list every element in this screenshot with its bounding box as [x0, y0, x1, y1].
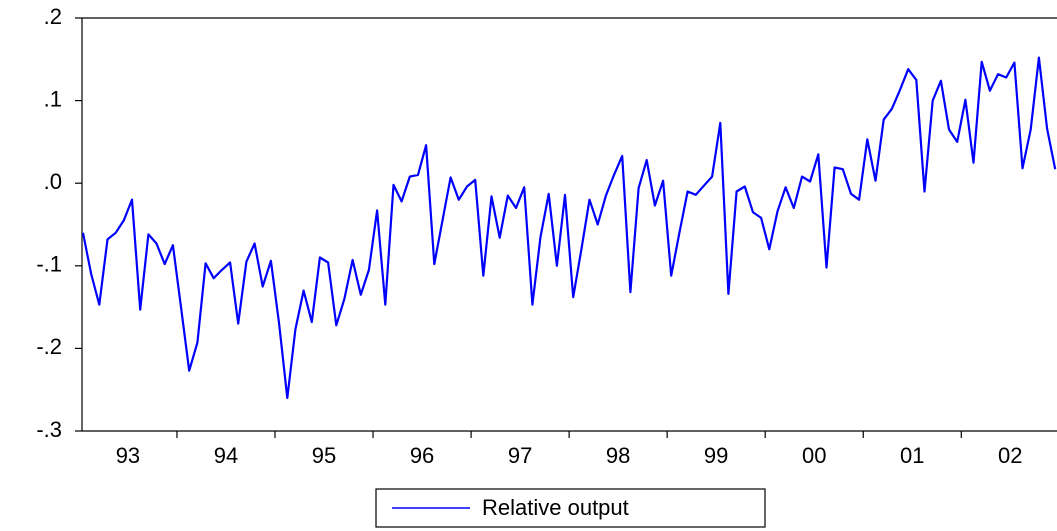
y-tick-label: -.3: [36, 417, 62, 442]
legend-box: [375, 488, 766, 528]
y-tick-label: -.1: [36, 252, 62, 277]
x-tick-label: 01: [900, 443, 924, 468]
x-tick-label: 94: [214, 443, 238, 468]
data-line: [81, 56, 1057, 400]
x-tick-label: 00: [802, 443, 826, 468]
y-tick-label: -.2: [36, 334, 62, 359]
x-tick-label: 98: [606, 443, 630, 468]
x-tick-label: 02: [998, 443, 1022, 468]
x-tick-label: 93: [116, 443, 140, 468]
y-tick-label: .0: [44, 169, 62, 194]
x-tick-label: 99: [704, 443, 728, 468]
y-tick-label: .2: [44, 4, 62, 29]
y-tick-label: .1: [44, 86, 62, 111]
legend-label: Relative output: [482, 495, 629, 520]
x-tick-label: 96: [410, 443, 434, 468]
x-tick-label: 97: [508, 443, 532, 468]
x-tick-label: 95: [312, 443, 336, 468]
